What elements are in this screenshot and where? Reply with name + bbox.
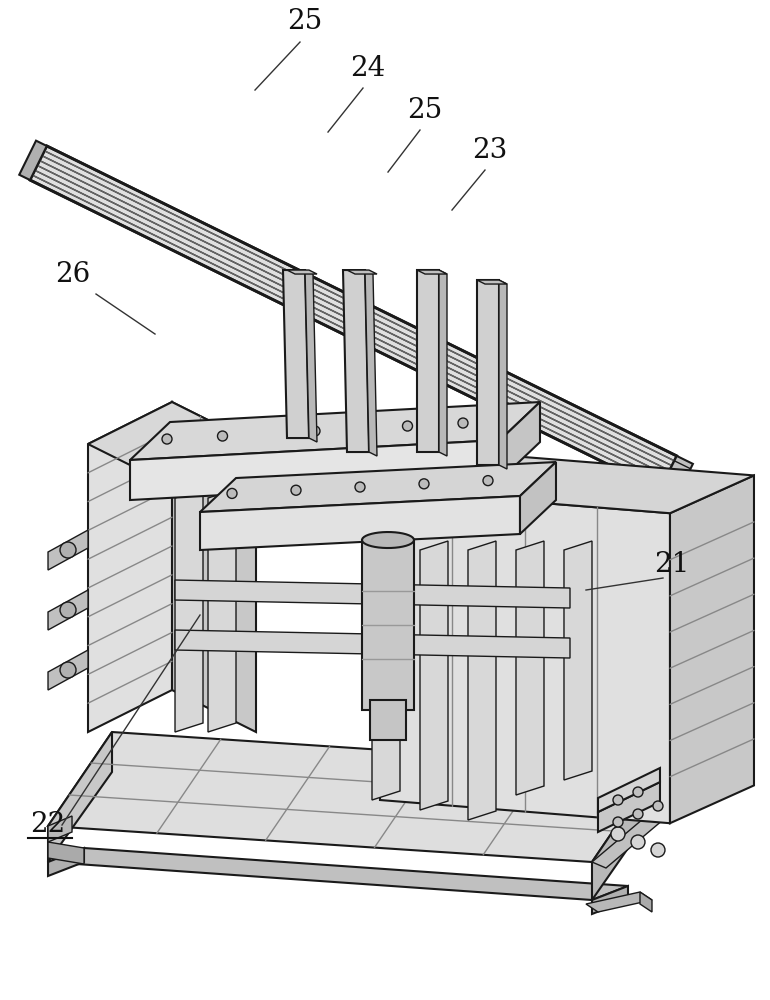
Polygon shape: [130, 440, 500, 500]
Circle shape: [60, 542, 76, 558]
Polygon shape: [208, 489, 236, 732]
Polygon shape: [380, 490, 670, 823]
Polygon shape: [48, 732, 656, 862]
Circle shape: [651, 843, 665, 857]
Polygon shape: [520, 462, 556, 534]
Circle shape: [291, 485, 301, 495]
Polygon shape: [48, 732, 112, 862]
Polygon shape: [468, 541, 496, 820]
Polygon shape: [417, 270, 447, 274]
Polygon shape: [48, 842, 84, 864]
Polygon shape: [19, 141, 47, 180]
Polygon shape: [48, 590, 88, 630]
Text: 23: 23: [472, 137, 507, 164]
Circle shape: [631, 835, 645, 849]
Polygon shape: [417, 270, 439, 452]
Text: 24: 24: [350, 55, 386, 82]
Circle shape: [633, 787, 643, 797]
Polygon shape: [670, 475, 754, 823]
Polygon shape: [362, 540, 414, 710]
Polygon shape: [640, 892, 652, 912]
Polygon shape: [564, 541, 592, 780]
Polygon shape: [283, 270, 309, 438]
Polygon shape: [88, 402, 256, 486]
Polygon shape: [175, 630, 570, 658]
Polygon shape: [365, 270, 377, 456]
Circle shape: [403, 421, 413, 431]
Circle shape: [60, 662, 76, 678]
Circle shape: [227, 488, 237, 498]
Circle shape: [217, 431, 227, 441]
Polygon shape: [592, 808, 670, 868]
Circle shape: [419, 479, 429, 489]
Polygon shape: [439, 270, 447, 456]
Circle shape: [458, 418, 468, 428]
Circle shape: [611, 827, 625, 841]
Polygon shape: [362, 532, 414, 548]
Polygon shape: [592, 768, 656, 900]
Circle shape: [60, 602, 76, 618]
Circle shape: [355, 482, 365, 492]
Text: 21: 21: [654, 551, 690, 578]
Circle shape: [613, 817, 623, 827]
Polygon shape: [347, 270, 377, 274]
Polygon shape: [598, 782, 660, 832]
Circle shape: [310, 426, 320, 436]
Circle shape: [633, 809, 643, 819]
Polygon shape: [175, 489, 203, 732]
Polygon shape: [477, 280, 499, 465]
Polygon shape: [343, 270, 369, 452]
Polygon shape: [48, 530, 88, 570]
Text: 25: 25: [287, 8, 323, 35]
Polygon shape: [48, 650, 88, 690]
Polygon shape: [130, 402, 540, 460]
Polygon shape: [372, 541, 400, 800]
Circle shape: [483, 476, 493, 486]
Polygon shape: [287, 270, 317, 274]
Polygon shape: [200, 462, 556, 512]
Polygon shape: [592, 886, 628, 914]
Polygon shape: [30, 146, 677, 490]
Circle shape: [653, 801, 663, 811]
Polygon shape: [172, 402, 256, 732]
Text: 22: 22: [30, 811, 65, 838]
Polygon shape: [88, 402, 172, 732]
Polygon shape: [175, 580, 570, 608]
Polygon shape: [598, 768, 660, 812]
Polygon shape: [380, 452, 754, 513]
Polygon shape: [660, 456, 693, 498]
Polygon shape: [370, 700, 406, 740]
Polygon shape: [499, 280, 507, 469]
Polygon shape: [477, 280, 507, 284]
Polygon shape: [500, 402, 540, 480]
Polygon shape: [420, 541, 448, 810]
Polygon shape: [305, 270, 317, 442]
Polygon shape: [516, 541, 544, 795]
Polygon shape: [48, 848, 84, 876]
Polygon shape: [200, 496, 520, 550]
Polygon shape: [586, 892, 652, 912]
Polygon shape: [48, 848, 628, 900]
Polygon shape: [48, 816, 72, 842]
Text: 25: 25: [407, 97, 443, 124]
Circle shape: [162, 434, 172, 444]
Text: 26: 26: [55, 261, 91, 288]
Circle shape: [613, 795, 623, 805]
